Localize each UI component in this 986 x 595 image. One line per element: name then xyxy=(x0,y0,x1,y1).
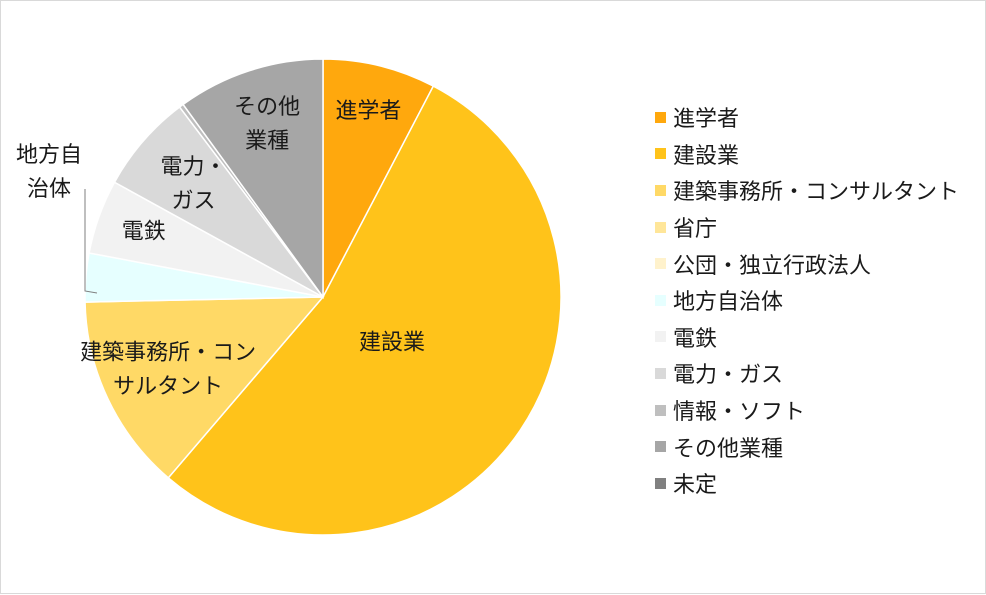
legend-item-9: その他業種 xyxy=(655,428,959,465)
slice-label-7-line-1: ガス xyxy=(171,189,215,214)
legend-label-1: 建設業 xyxy=(673,138,739,170)
legend-swatch-8 xyxy=(655,405,666,416)
legend-item-5: 地方自治体 xyxy=(655,282,959,319)
legend-swatch-6 xyxy=(655,331,666,342)
slice-label-6-line-0: 電鉄 xyxy=(122,220,166,245)
legend-swatch-5 xyxy=(655,295,666,306)
slice-label-7-line-0: 電力・ xyxy=(160,155,226,180)
pie-slices xyxy=(85,59,561,535)
legend-label-10: 未定 xyxy=(673,467,717,499)
legend-swatch-9 xyxy=(655,441,666,452)
slice-label-9-line-1: 業種 xyxy=(245,129,289,154)
legend-item-10: 未定 xyxy=(655,465,959,502)
slice-label-9-line-0: その他 xyxy=(234,95,300,120)
legend-item-3: 省庁 xyxy=(655,209,959,246)
legend-label-6: 電鉄 xyxy=(673,321,717,353)
legend-label-2: 建築事務所・コンサルタント xyxy=(673,174,959,206)
legend-swatch-1 xyxy=(655,148,666,159)
slice-label-2-line-1: サルタント xyxy=(113,374,223,399)
slice-label-0-line-0: 進学者 xyxy=(335,99,401,124)
slice-label-2-line-0: 建築事務所・コン xyxy=(80,340,256,365)
legend-swatch-4 xyxy=(655,258,666,269)
legend: 進学者建設業建築事務所・コンサルタント 省庁公団・独立行政法人 地方自治体電鉄電力・… xyxy=(655,99,959,502)
legend-label-5: 地方自治体 xyxy=(673,284,783,316)
legend-label-8: 情報・ソフト xyxy=(673,394,805,426)
legend-item-0: 進学者 xyxy=(655,99,959,136)
legend-label-3: 省庁 xyxy=(673,211,717,243)
legend-item-1: 建設業 xyxy=(655,136,959,173)
legend-label-4: 公団・独立行政法人 xyxy=(673,248,871,280)
legend-item-8: 情報・ソフト xyxy=(655,392,959,429)
legend-label-7: 電力・ガス xyxy=(673,357,783,389)
legend-swatch-3 xyxy=(655,222,666,233)
legend-label-0: 進学者 xyxy=(673,101,739,133)
legend-item-7: 電力・ガス xyxy=(655,355,959,392)
legend-swatch-10 xyxy=(655,478,666,489)
slice-label-5-line-1: 治体 xyxy=(27,177,71,202)
legend-item-2: 建築事務所・コンサルタント xyxy=(655,172,959,209)
slice-label-1-line-0: 建設業 xyxy=(359,331,425,356)
legend-item-4: 公団・独立行政法人 xyxy=(655,245,959,282)
slice-label-5-line-0: 地方自 xyxy=(16,143,82,168)
legend-swatch-2 xyxy=(655,185,666,196)
legend-swatch-7 xyxy=(655,368,666,379)
legend-label-9: その他業種 xyxy=(673,431,783,463)
legend-swatch-0 xyxy=(655,112,666,123)
legend-item-6: 電鉄 xyxy=(655,319,959,356)
